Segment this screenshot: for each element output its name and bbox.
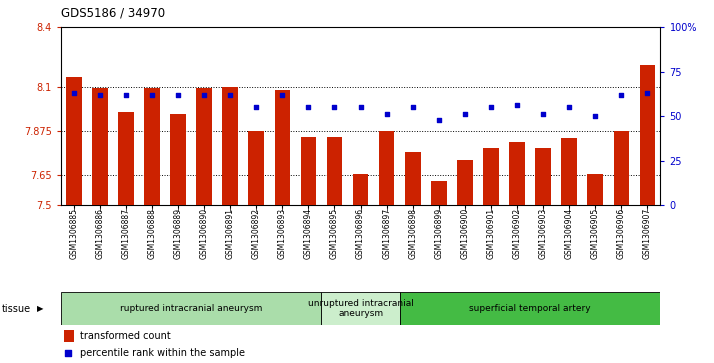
Text: GSM1306905: GSM1306905 (590, 208, 600, 259)
Bar (588, 175, 603, 205)
Text: GSM1306889: GSM1306889 (174, 208, 183, 259)
Point (276, 92, 288, 98)
Point (251, 104, 262, 110)
Text: GSM1306887: GSM1306887 (121, 208, 131, 259)
Bar (92, 89, 108, 205)
Text: superficial temporal artery: superficial temporal artery (469, 304, 591, 313)
Bar (431, 182, 447, 205)
Bar (509, 142, 525, 205)
Text: GDS5186 / 34970: GDS5186 / 34970 (61, 7, 165, 20)
Text: GSM1306897: GSM1306897 (382, 208, 391, 259)
Text: GSM1306907: GSM1306907 (643, 208, 652, 259)
FancyBboxPatch shape (61, 292, 321, 325)
Bar (327, 137, 342, 205)
Bar (274, 90, 290, 205)
Bar (248, 131, 264, 205)
Point (355, 104, 366, 110)
Point (433, 117, 445, 123)
Bar (66, 77, 81, 205)
Text: percentile rank within the sample: percentile rank within the sample (80, 348, 245, 359)
Text: ruptured intracranial aneurysm: ruptured intracranial aneurysm (120, 304, 262, 313)
Point (94, 92, 106, 98)
Point (538, 111, 549, 117)
Text: GSM1306896: GSM1306896 (356, 208, 365, 259)
Bar (405, 152, 421, 205)
Bar (170, 114, 186, 205)
Bar (222, 86, 238, 205)
Bar (118, 112, 134, 205)
Bar (483, 148, 499, 205)
Text: transformed count: transformed count (80, 331, 171, 340)
Point (146, 92, 158, 98)
Point (642, 90, 653, 96)
Text: GSM1306890: GSM1306890 (200, 208, 208, 259)
Text: unruptured intracranial
aneurysm: unruptured intracranial aneurysm (308, 299, 413, 318)
FancyBboxPatch shape (321, 292, 400, 325)
Bar (613, 131, 629, 205)
Bar (457, 160, 473, 205)
Point (303, 104, 314, 110)
Text: GSM1306906: GSM1306906 (617, 208, 626, 259)
Text: GSM1306904: GSM1306904 (565, 208, 573, 259)
Bar (379, 131, 394, 205)
Bar (64, 330, 74, 342)
Point (615, 92, 627, 98)
Text: GSM1306893: GSM1306893 (278, 208, 287, 259)
Text: GSM1306895: GSM1306895 (330, 208, 339, 259)
Point (459, 111, 471, 117)
Bar (353, 175, 368, 205)
Text: GSM1306892: GSM1306892 (252, 208, 261, 259)
Text: GSM1306903: GSM1306903 (538, 208, 548, 259)
FancyBboxPatch shape (400, 292, 660, 325)
Point (407, 104, 418, 110)
Text: GSM1306899: GSM1306899 (434, 208, 443, 259)
Text: tissue: tissue (1, 303, 31, 314)
Bar (144, 89, 160, 205)
Text: GSM1306894: GSM1306894 (304, 208, 313, 259)
Point (63, 351, 74, 356)
Bar (640, 65, 655, 205)
Point (381, 111, 393, 117)
Point (511, 103, 523, 109)
Text: GSM1306891: GSM1306891 (226, 208, 235, 259)
Point (563, 104, 575, 110)
Bar (196, 89, 212, 205)
Point (328, 104, 340, 110)
Point (224, 92, 236, 98)
Text: GSM1306900: GSM1306900 (461, 208, 469, 259)
Bar (561, 138, 577, 205)
Point (68, 90, 79, 96)
Point (198, 92, 210, 98)
Text: ▶: ▶ (37, 304, 44, 313)
Text: GSM1306888: GSM1306888 (148, 208, 156, 258)
Text: GSM1306901: GSM1306901 (486, 208, 496, 259)
Text: GSM1306898: GSM1306898 (408, 208, 417, 259)
Bar (536, 148, 551, 205)
Point (590, 113, 601, 119)
Text: GSM1306902: GSM1306902 (513, 208, 521, 259)
Text: GSM1306885: GSM1306885 (69, 208, 79, 259)
Point (172, 92, 183, 98)
Point (120, 92, 131, 98)
Bar (301, 137, 316, 205)
Text: GSM1306886: GSM1306886 (95, 208, 104, 259)
Point (486, 104, 497, 110)
